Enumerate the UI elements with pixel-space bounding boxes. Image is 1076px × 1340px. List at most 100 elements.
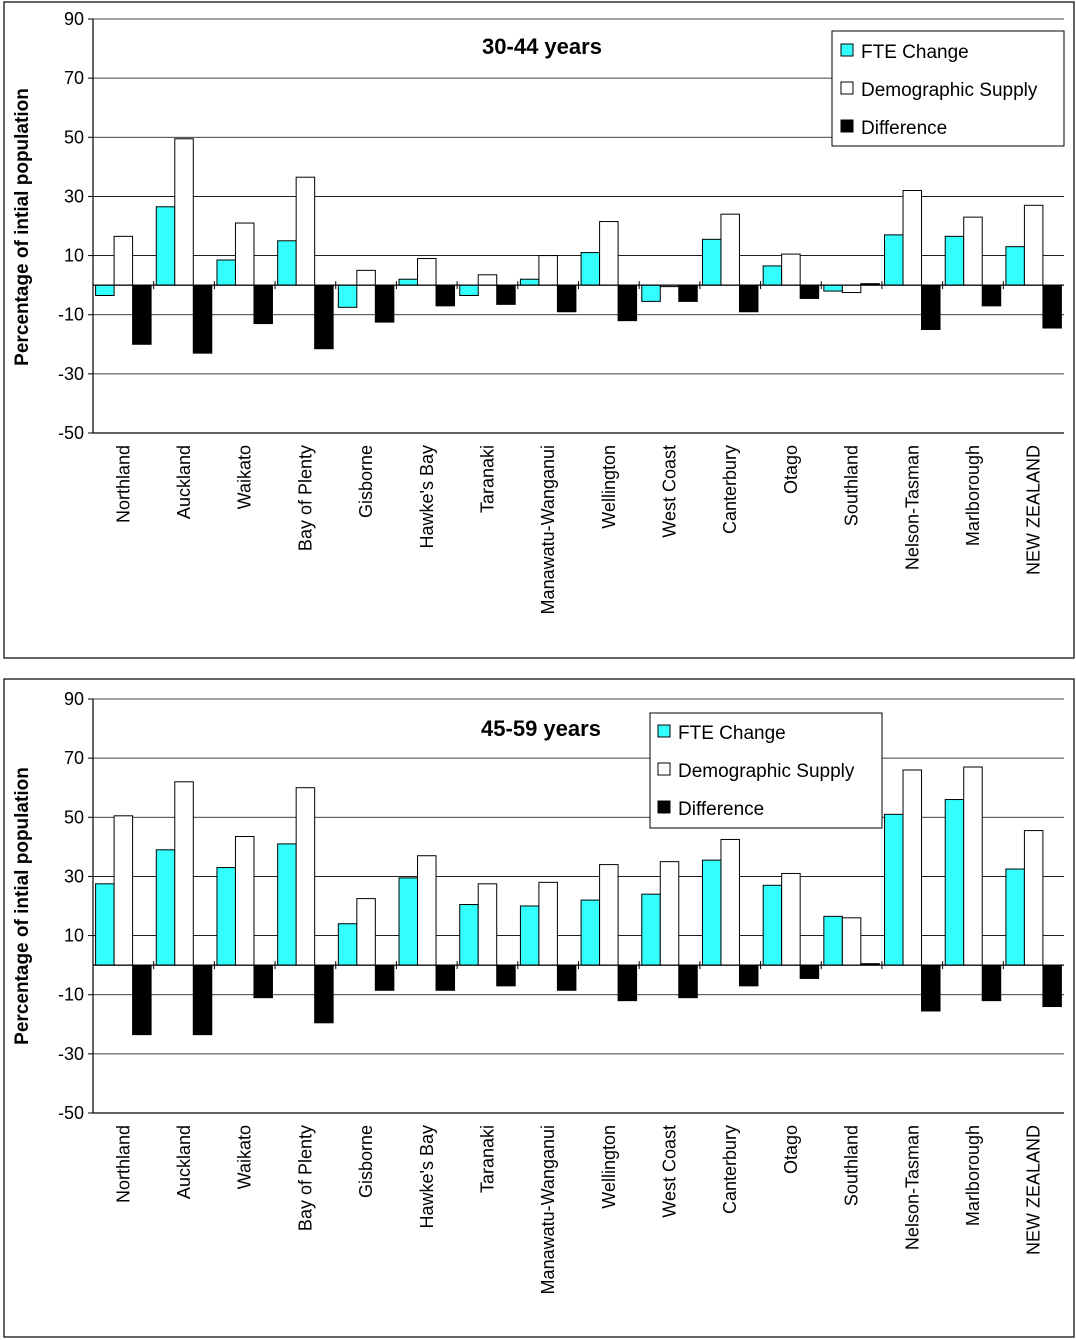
category-label-otago: Otago <box>781 445 801 494</box>
legend-swatch-difference <box>657 800 671 814</box>
category-label-west-coast: West Coast <box>660 1125 680 1218</box>
bar-fte-change-nelson-tasman <box>884 813 904 966</box>
bar-fte-change-wellington <box>580 899 601 966</box>
category-label-hawke-s-bay: Hawke's Bay <box>417 1125 437 1228</box>
bar-demographic-supply-taranaki <box>477 274 498 286</box>
bar-fte-change-canterbury <box>701 238 722 286</box>
y-axis-label: Percentage of intial population <box>12 88 33 366</box>
y-tick-label: 70 <box>64 748 84 768</box>
category-labels: Northland Auckland Waikato Bay of Plenty Gis… <box>113 1125 1043 1294</box>
bar-demographic-supply-northland <box>113 815 134 966</box>
bar-difference-manawatu-wanganui <box>556 964 577 991</box>
gridlines <box>93 698 1064 1055</box>
bar-difference-canterbury <box>738 964 759 987</box>
bar-demographic-supply-wellington <box>599 864 619 966</box>
bar-fte-change-manawatu-wanganui <box>519 278 540 286</box>
bar-difference-otago <box>799 964 820 979</box>
bar-difference-bay-of-plenty <box>314 964 334 1024</box>
axes <box>88 18 1064 434</box>
y-tick-label: -10 <box>58 985 84 1005</box>
bar-difference-nelson-tasman <box>921 964 941 1012</box>
category-label-southland: Southland <box>842 1125 862 1206</box>
bar-demographic-supply-southland <box>841 284 862 294</box>
bar-difference-taranaki <box>496 964 516 987</box>
bar-difference-auckland <box>192 964 213 1036</box>
bar-demographic-supply-manawatu-wanganui <box>538 881 558 966</box>
bar-demographic-supply-nelson-tasman <box>902 190 923 286</box>
category-label-taranaki: Taranaki <box>478 1125 498 1193</box>
chart-title: 30-44 years <box>482 34 602 59</box>
chart-panel-45-59: 90 70 50 30 10 -10 -30 -50 Northland Auckland Wai… <box>3 678 1075 1338</box>
y-tick-label: 50 <box>64 127 84 147</box>
bar-demographic-supply-otago <box>781 253 801 286</box>
y-axis-label: Percentage of intial population <box>12 767 33 1045</box>
bar-difference-auckland <box>192 284 213 354</box>
bar-demographic-supply-northland <box>113 235 134 286</box>
bar-demographic-supply-gisborne <box>356 269 376 286</box>
legend-swatch-difference <box>840 119 854 133</box>
chart-title: 45-59 years <box>481 716 601 741</box>
y-tick-label: -10 <box>58 305 84 325</box>
legend-label-demographic-supply: Demographic Supply <box>678 761 855 782</box>
bar-demographic-supply-west-coast <box>659 861 680 966</box>
bar-fte-change-bay-of-plenty <box>277 240 297 286</box>
bar-fte-change-southland <box>823 284 843 292</box>
bar-fte-change-taranaki <box>459 284 479 296</box>
bar-difference-northland <box>132 284 152 345</box>
bar-fte-change-auckland <box>155 849 176 966</box>
legend-box <box>649 712 883 829</box>
category-label-waikato: Waikato <box>235 1125 255 1189</box>
legend: FTE Change Demographic Supply Difference <box>649 712 883 829</box>
bar-fte-change-gisborne <box>337 923 358 966</box>
category-label-new-zealand: NEW ZEALAND <box>1024 445 1044 575</box>
category-label-bay-of-plenty: Bay of Plenty <box>295 1125 315 1231</box>
bar-difference-bay-of-plenty <box>314 284 334 350</box>
bar-difference-manawatu-wanganui <box>556 284 577 313</box>
bar-demographic-supply-canterbury <box>720 838 740 966</box>
bar-fte-change-gisborne <box>337 284 358 308</box>
category-label-canterbury: Canterbury <box>720 445 740 534</box>
bar-demographic-supply-marlborough <box>963 216 983 286</box>
category-label-auckland: Auckland <box>174 445 194 519</box>
category-label-wellington: Wellington <box>599 445 619 529</box>
legend-label-demographic-supply: Demographic Supply <box>861 80 1038 101</box>
legend-label-fte-change: FTE Change <box>861 42 969 63</box>
bar-fte-change-otago <box>762 265 783 286</box>
legend-swatch-fte-change <box>840 43 854 57</box>
y-tick-label: 90 <box>64 9 84 29</box>
chart-panel-30-44: 90 70 50 30 10 -10 -30 -50 Northland Auckland Wai… <box>3 1 1075 659</box>
axes <box>88 698 1064 1114</box>
bar-difference-new-zealand <box>1042 284 1062 329</box>
category-label-hawke-s-bay: Hawke's Bay <box>417 445 437 548</box>
category-label-gisborne: Gisborne <box>356 445 376 518</box>
category-label-southland: Southland <box>842 445 862 526</box>
bar-demographic-supply-wellington <box>599 221 619 286</box>
bar-fte-change-northland <box>95 284 115 296</box>
category-label-wellington: Wellington <box>599 1125 619 1209</box>
bar-fte-change-west-coast <box>641 284 661 302</box>
legend-swatch-demographic-supply <box>840 81 854 95</box>
bar-fte-change-marlborough <box>944 235 965 286</box>
category-label-northland: Northland <box>113 445 133 523</box>
bar-demographic-supply-marlborough <box>963 766 983 966</box>
category-label-taranaki: Taranaki <box>478 445 498 513</box>
category-label-canterbury: Canterbury <box>720 1125 740 1214</box>
category-label-manawatu-wanganui: Manawatu-Wanganui <box>538 445 558 614</box>
bar-difference-new-zealand <box>1042 964 1062 1008</box>
y-tick-label: -50 <box>58 1103 84 1123</box>
legend-label-difference: Difference <box>861 118 947 139</box>
bar-fte-change-southland <box>823 915 843 966</box>
bar-difference-northland <box>132 964 152 1036</box>
bar-difference-wellington <box>617 284 638 322</box>
y-tick-label: 30 <box>64 866 84 886</box>
bar-difference-west-coast <box>678 964 698 999</box>
bar-demographic-supply-bay-of-plenty <box>295 787 316 966</box>
bar-fte-change-bay-of-plenty <box>277 843 297 966</box>
bar-demographic-supply-waikato <box>234 836 255 966</box>
bar-demographic-supply-hawke-s-bay <box>417 855 437 966</box>
category-label-nelson-tasman: Nelson-Tasman <box>902 1125 922 1250</box>
bar-fte-change-otago <box>762 884 783 966</box>
bar-fte-change-taranaki <box>459 904 479 966</box>
bar-fte-change-marlborough <box>944 799 965 966</box>
